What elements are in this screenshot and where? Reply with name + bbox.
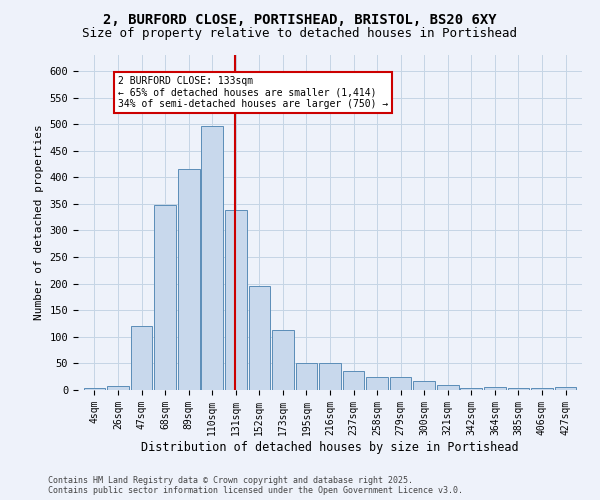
Bar — [343, 371, 364, 390]
Bar — [296, 364, 317, 390]
Bar — [154, 205, 176, 390]
Y-axis label: Number of detached properties: Number of detached properties — [34, 124, 44, 320]
Bar — [531, 388, 553, 390]
Bar — [460, 388, 482, 390]
Bar — [554, 388, 577, 390]
Bar — [484, 388, 506, 390]
Bar — [202, 126, 223, 390]
Text: Size of property relative to detached houses in Portishead: Size of property relative to detached ho… — [83, 28, 517, 40]
Bar — [366, 376, 388, 390]
Text: 2, BURFORD CLOSE, PORTISHEAD, BRISTOL, BS20 6XY: 2, BURFORD CLOSE, PORTISHEAD, BRISTOL, B… — [103, 12, 497, 26]
Bar — [390, 376, 412, 390]
Bar — [107, 386, 129, 390]
X-axis label: Distribution of detached houses by size in Portishead: Distribution of detached houses by size … — [141, 440, 519, 454]
Bar — [178, 170, 200, 390]
Bar — [131, 326, 152, 390]
Text: 2 BURFORD CLOSE: 133sqm
← 65% of detached houses are smaller (1,414)
34% of semi: 2 BURFORD CLOSE: 133sqm ← 65% of detache… — [118, 76, 388, 110]
Bar — [413, 381, 435, 390]
Bar — [437, 384, 458, 390]
Bar — [272, 330, 294, 390]
Text: Contains HM Land Registry data © Crown copyright and database right 2025.
Contai: Contains HM Land Registry data © Crown c… — [48, 476, 463, 495]
Bar — [248, 286, 270, 390]
Bar — [83, 388, 106, 390]
Bar — [319, 364, 341, 390]
Bar — [508, 388, 529, 390]
Bar — [225, 210, 247, 390]
